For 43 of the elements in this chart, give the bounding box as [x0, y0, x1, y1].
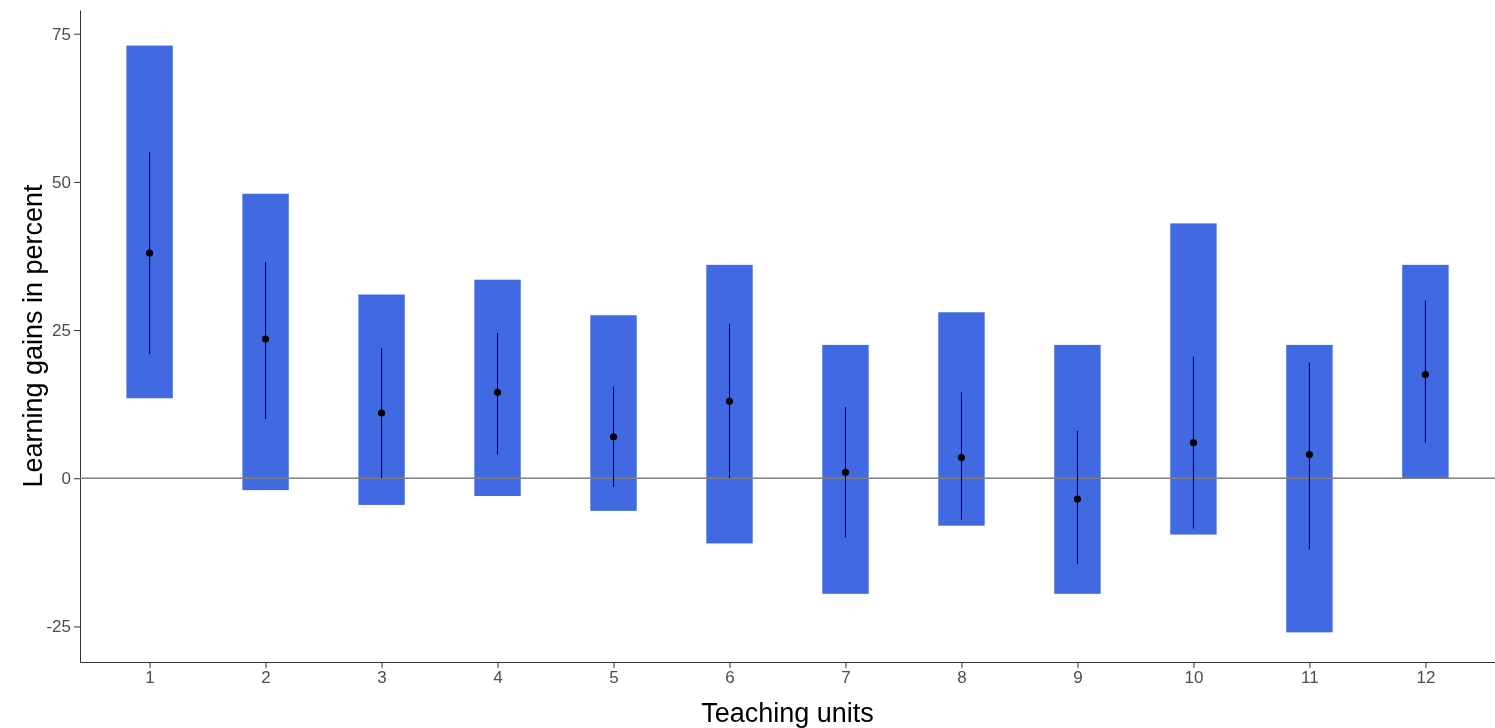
point [725, 397, 734, 405]
point [262, 335, 270, 343]
bar [242, 193, 289, 491]
bar [358, 294, 405, 505]
point [493, 388, 502, 396]
y-tick-label: 25 [52, 321, 71, 341]
point [1305, 450, 1313, 459]
bar [1402, 264, 1449, 479]
bar [1286, 344, 1333, 633]
bar [126, 45, 173, 399]
y-tick-label: 75 [52, 24, 71, 44]
point [957, 453, 966, 462]
y-tick-label: -25 [46, 617, 71, 637]
x-tick-label: 9 [1073, 668, 1083, 688]
bar [474, 279, 521, 497]
point [1421, 370, 1429, 379]
x-tick-label: 7 [841, 668, 851, 688]
x-tick-label: 12 [1416, 668, 1436, 688]
x-tick-label: 4 [493, 668, 503, 688]
point [377, 409, 386, 417]
point [146, 249, 154, 257]
point [1189, 439, 1198, 447]
x-axis-title: Teaching units [701, 698, 874, 728]
x-tick-label: 5 [609, 668, 619, 688]
x-tick-label: 3 [377, 668, 387, 688]
x-tick-label: 10 [1184, 668, 1204, 688]
x-tick-label: 1 [145, 668, 155, 688]
x-tick-label: 11 [1301, 668, 1319, 688]
bar [1170, 223, 1217, 535]
bar [590, 315, 637, 511]
y-tick-label: 50 [52, 172, 71, 192]
bar [706, 264, 753, 544]
point [841, 468, 850, 476]
x-tick-label: 6 [725, 668, 735, 688]
x-tick-label: 8 [957, 668, 967, 688]
point [609, 433, 618, 441]
bar [822, 344, 869, 594]
point [1073, 495, 1082, 503]
bar [938, 312, 985, 526]
x-tick-label: 2 [261, 668, 271, 688]
y-tick-label: 0 [61, 469, 71, 489]
y-axis-title: Learning gains in percent [18, 183, 48, 488]
bar [1054, 344, 1101, 594]
